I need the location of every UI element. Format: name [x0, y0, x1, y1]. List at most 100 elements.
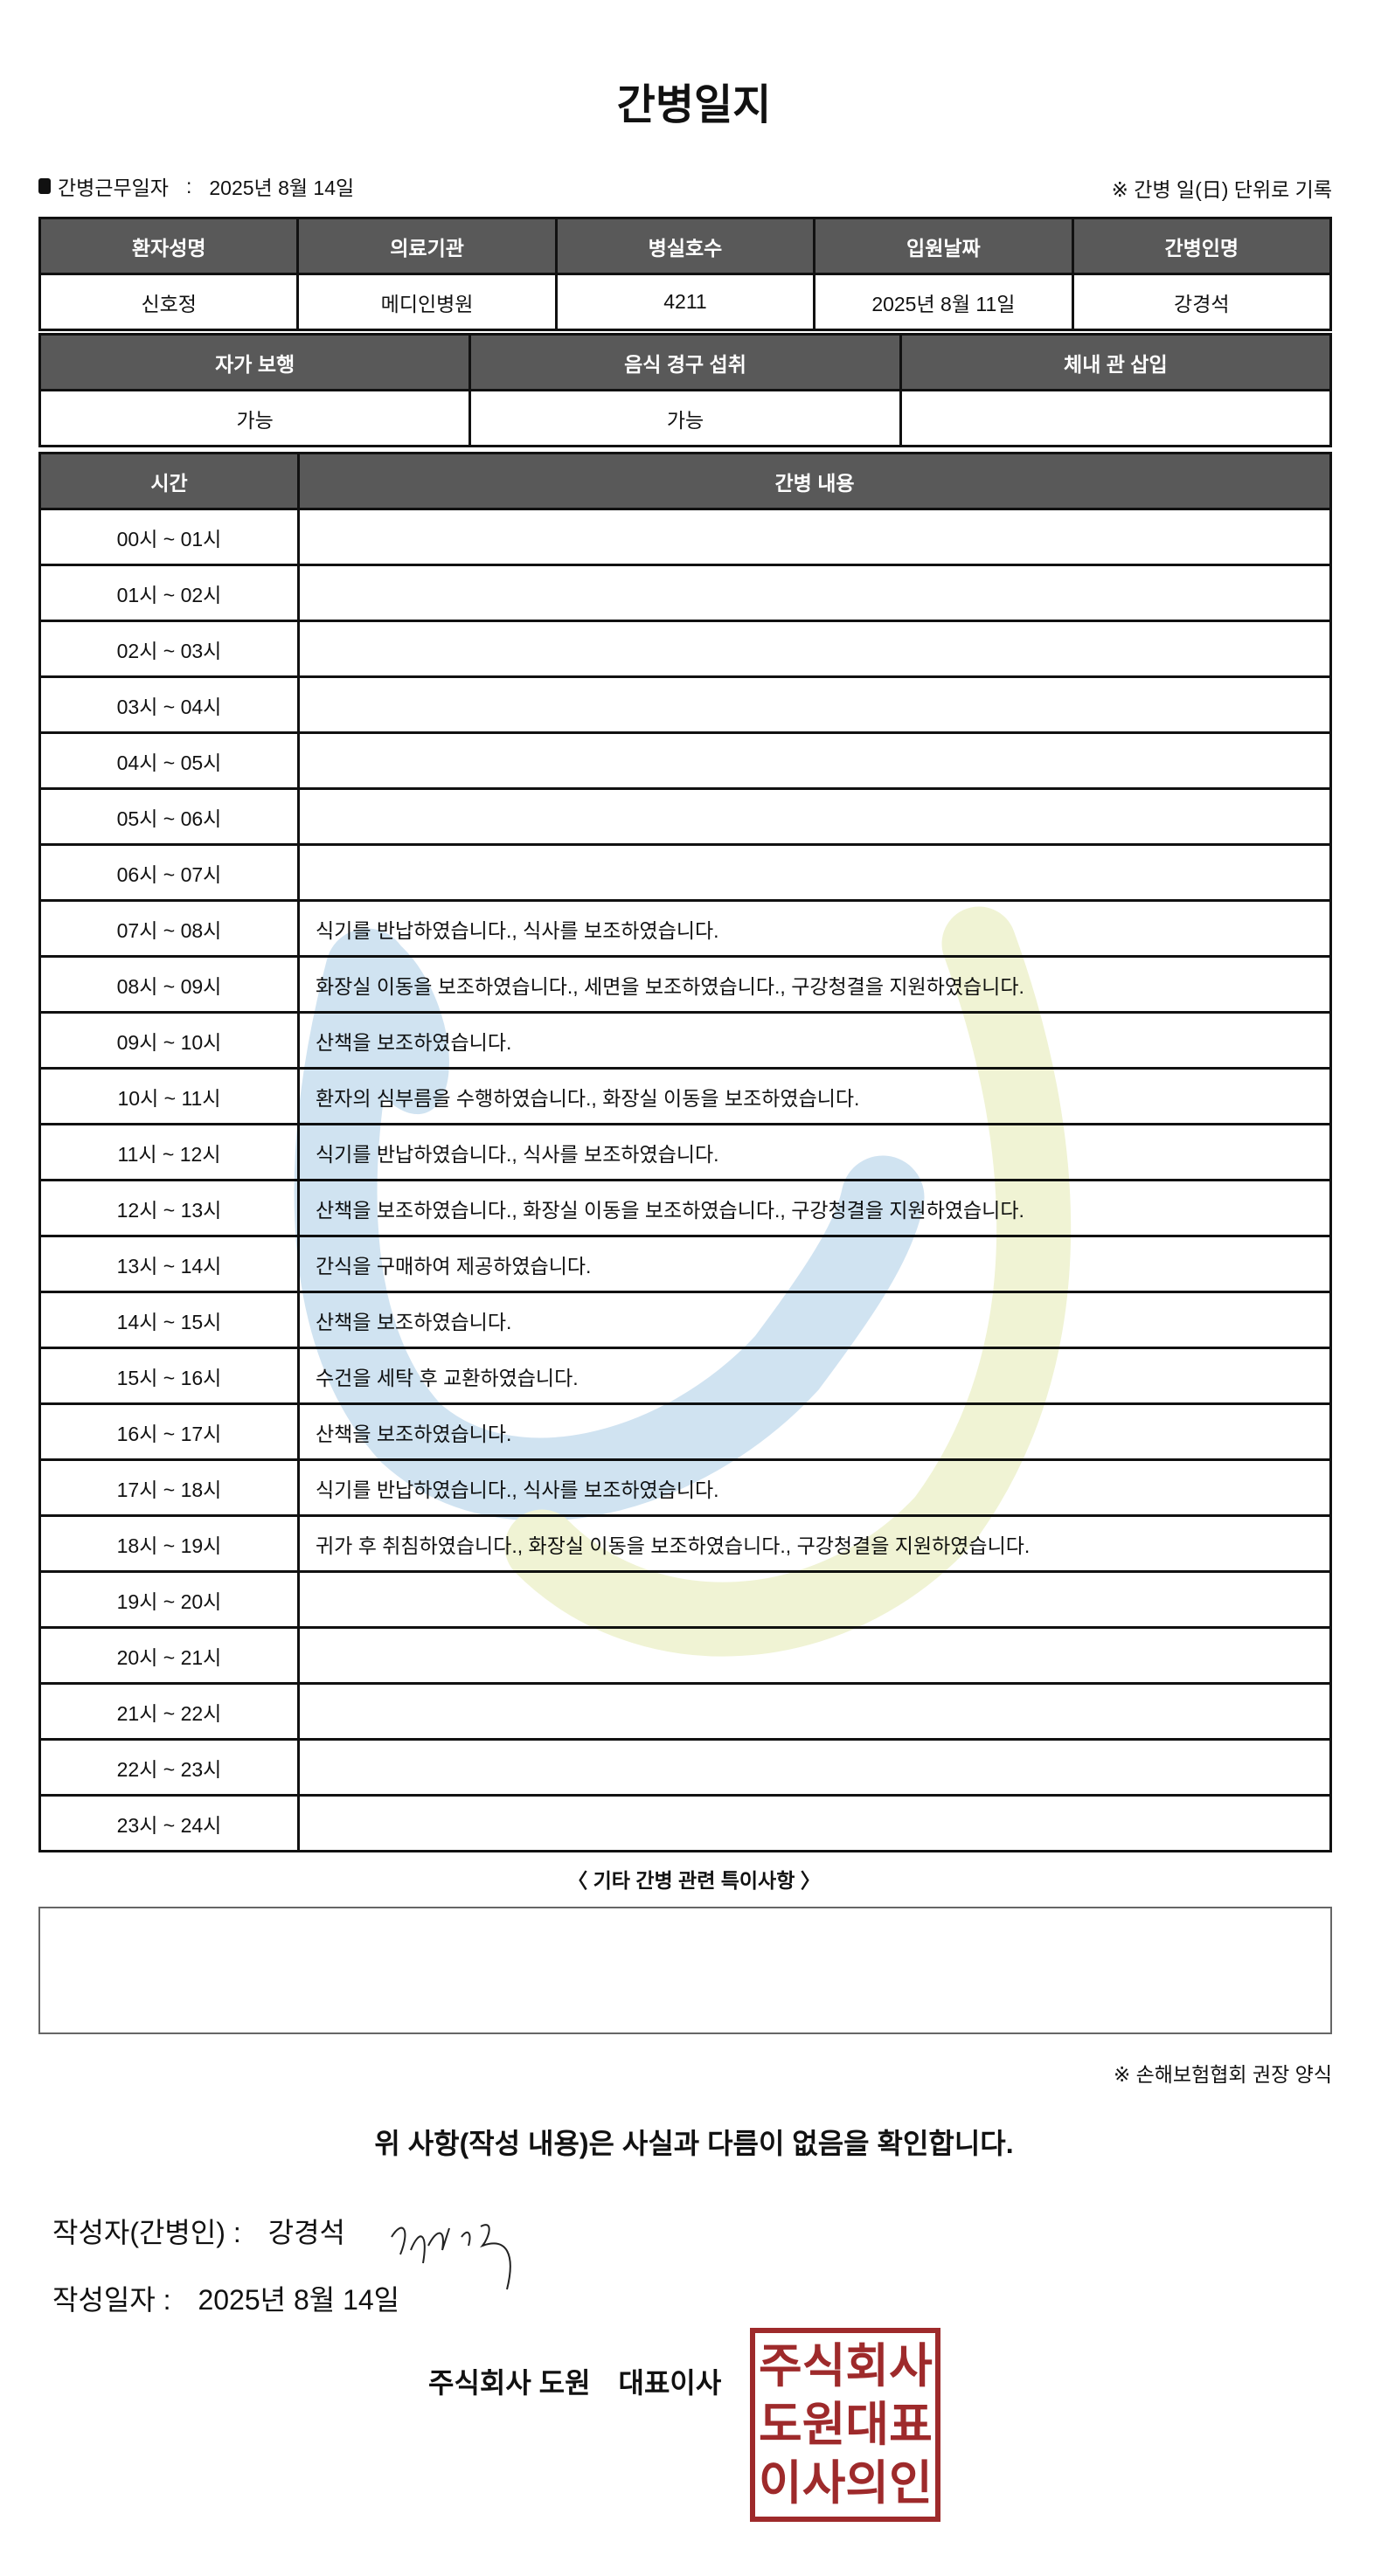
patient-info-table: 환자성명 의료기관 병실호수 입원날짜 간병인명 신호정 메디인병원 4211 …	[38, 217, 1333, 331]
patient-name: 신호정	[38, 273, 300, 331]
company-name: 주식회사 도원 대표이사	[428, 2367, 722, 2399]
writer-name: 강경석	[267, 2217, 345, 2248]
seal-char: 식	[802, 2339, 846, 2392]
seal-char: 주	[759, 2339, 802, 2392]
time-cell: 07시 ~ 08시	[38, 899, 300, 958]
work-date-label: 간병근무일자	[58, 177, 169, 199]
notes-box	[38, 1907, 1332, 2034]
confirmation-statement: 위 사항(작성 내용)은 사실과 다름이 없음을 확인합니다.	[374, 2128, 1014, 2159]
table-row: 18시 ~ 19시 귀가 후 취침하였습니다., 화장실 이동을 보조하였습니다.…	[38, 1514, 1332, 1573]
table-row: 05시 ~ 06시	[38, 787, 1332, 846]
table-row: 12시 ~ 13시 산책을 보조하였습니다., 화장실 이동을 보조하였습니다.,…	[38, 1179, 1332, 1237]
time-cell: 12시 ~ 13시	[38, 1179, 300, 1237]
content-cell: 산책을 보조하였습니다.	[297, 1011, 1332, 1070]
admission-date: 2025년 8월 11일	[813, 273, 1074, 331]
time-cell: 05시 ~ 06시	[38, 787, 300, 846]
content-cell	[297, 675, 1332, 734]
table-row: 19시 ~ 20시	[38, 1570, 1332, 1629]
page-title: 간병일지	[616, 82, 772, 128]
content-cell: 식기를 반납하였습니다., 식사를 보조하였습니다.	[297, 1458, 1332, 1517]
oral-intake-value: 가능	[468, 389, 902, 447]
bullet-square-icon	[38, 178, 51, 194]
table-row: 16시 ~ 17시 산책을 보조하였습니다.	[38, 1402, 1332, 1461]
table-row: 01시 ~ 02시	[38, 564, 1332, 622]
time-cell: 00시 ~ 01시	[38, 508, 300, 566]
work-date: 간병근무일자 : 2025년 8월 14일	[38, 171, 354, 201]
patient-status-table: 자가 보행 음식 경구 섭취 체내 관 삽입 가능 가능	[38, 333, 1333, 447]
table-row: 09시 ~ 10시 산책을 보조하였습니다.	[38, 1011, 1332, 1070]
seal-char: 사	[889, 2339, 933, 2392]
content-cell: 식기를 반납하였습니다., 식사를 보조하였습니다.	[297, 899, 1332, 958]
time-cell: 04시 ~ 05시	[38, 731, 300, 790]
table-row: 23시 ~ 24시	[38, 1794, 1332, 1852]
form-note: ※ 손해보험협회 권장 양식	[1113, 2063, 1332, 2086]
content-cell	[297, 508, 1332, 566]
time-cell: 21시 ~ 22시	[38, 1682, 300, 1741]
content-cell	[297, 731, 1332, 790]
tube-value	[899, 389, 1333, 447]
header-room: 병실호수	[554, 217, 816, 275]
content-cell	[297, 787, 1332, 846]
table-row: 07시 ~ 08시 식기를 반납하였습니다., 식사를 보조하였습니다.	[38, 899, 1332, 958]
work-date-separator: :	[185, 174, 192, 197]
content-cell	[297, 1794, 1332, 1852]
table-row: 04시 ~ 05시	[38, 731, 1332, 790]
table-row: 22시 ~ 23시	[38, 1738, 1332, 1797]
seal-char: 원	[802, 2398, 846, 2451]
time-cell: 20시 ~ 21시	[38, 1626, 300, 1685]
header-oral-intake: 음식 경구 섭취	[468, 333, 902, 391]
header-hospital: 의료기관	[296, 217, 558, 275]
writer-line: 작성자(간병인) : 강경석	[52, 2211, 345, 2251]
time-cell: 01시 ~ 02시	[38, 564, 300, 622]
content-cell	[297, 564, 1332, 622]
seal-char: 이	[759, 2457, 802, 2510]
written-date-label: 작성일자 :	[52, 2284, 171, 2316]
time-cell: 06시 ~ 07시	[38, 843, 300, 902]
time-cell: 15시 ~ 16시	[38, 1347, 300, 1405]
table-row: 03시 ~ 04시	[38, 675, 1332, 734]
walking-value: 가능	[38, 389, 472, 447]
time-cell: 08시 ~ 09시	[38, 955, 300, 1014]
header-walking: 자가 보행	[38, 333, 472, 391]
header-caregiver: 간병인명	[1071, 217, 1333, 275]
written-date-value: 2025년 8월 14일	[198, 2284, 400, 2316]
seal-char: 표	[889, 2398, 933, 2451]
table-row: 10시 ~ 11시 환자의 심부름을 수행하였습니다., 화장실 이동을 보조하였…	[38, 1067, 1332, 1125]
content-cell: 간식을 구매하여 제공하였습니다.	[297, 1235, 1332, 1293]
header-tube: 체내 관 삽입	[899, 333, 1333, 391]
table-row: 08시 ~ 09시 화장실 이동을 보조하였습니다., 세면을 보조하였습니다.,…	[38, 955, 1332, 1014]
writer-label: 작성자(간병인) :	[52, 2217, 241, 2248]
care-log-table: 시간 간병 내용 00시 ~ 01시 01시 ~ 02시 02시 ~ 03시 03시 …	[38, 452, 1332, 1852]
seal-char: 의	[845, 2457, 890, 2510]
time-cell: 17시 ~ 18시	[38, 1458, 300, 1517]
time-cell: 13시 ~ 14시	[38, 1235, 300, 1293]
table-row: 00시 ~ 01시	[38, 508, 1332, 566]
seal-char: 도	[759, 2398, 802, 2451]
table-row: 17시 ~ 18시 식기를 반납하였습니다., 식사를 보조하였습니다.	[38, 1458, 1332, 1517]
signature	[391, 2224, 511, 2290]
content-cell: 산책을 보조하였습니다.	[297, 1402, 1332, 1461]
header-patient-name: 환자성명	[38, 217, 300, 275]
seal-char: 대	[845, 2398, 890, 2451]
seal-char: 회	[845, 2339, 890, 2392]
content-cell	[297, 1570, 1332, 1629]
hospital: 메디인병원	[296, 273, 558, 331]
time-cell: 14시 ~ 15시	[38, 1291, 300, 1349]
table-row: 13시 ~ 14시 간식을 구매하여 제공하였습니다.	[38, 1235, 1332, 1293]
header-time: 시간	[38, 452, 300, 510]
time-cell: 09시 ~ 10시	[38, 1011, 300, 1070]
content-cell: 식기를 반납하였습니다., 식사를 보조하였습니다.	[297, 1123, 1332, 1181]
table-row: 14시 ~ 15시 산책을 보조하였습니다.	[38, 1291, 1332, 1349]
notes-title: 〈 기타 간병 관련 특이사항 〉	[567, 1869, 821, 1892]
written-date-line: 작성일자 : 2025년 8월 14일	[52, 2278, 399, 2318]
time-cell: 11시 ~ 12시	[38, 1123, 300, 1181]
content-cell: 환자의 심부름을 수행하였습니다., 화장실 이동을 보조하였습니다.	[297, 1067, 1332, 1125]
time-cell: 10시 ~ 11시	[38, 1067, 300, 1125]
table-row: 15시 ~ 16시 수건을 세탁 후 교환하였습니다.	[38, 1347, 1332, 1405]
room-number: 4211	[554, 273, 816, 331]
table-row: 20시 ~ 21시	[38, 1626, 1332, 1685]
content-cell	[297, 620, 1332, 678]
time-cell: 16시 ~ 17시	[38, 1402, 300, 1461]
content-cell	[297, 1682, 1332, 1741]
content-cell: 수건을 세탁 후 교환하였습니다.	[297, 1347, 1332, 1405]
